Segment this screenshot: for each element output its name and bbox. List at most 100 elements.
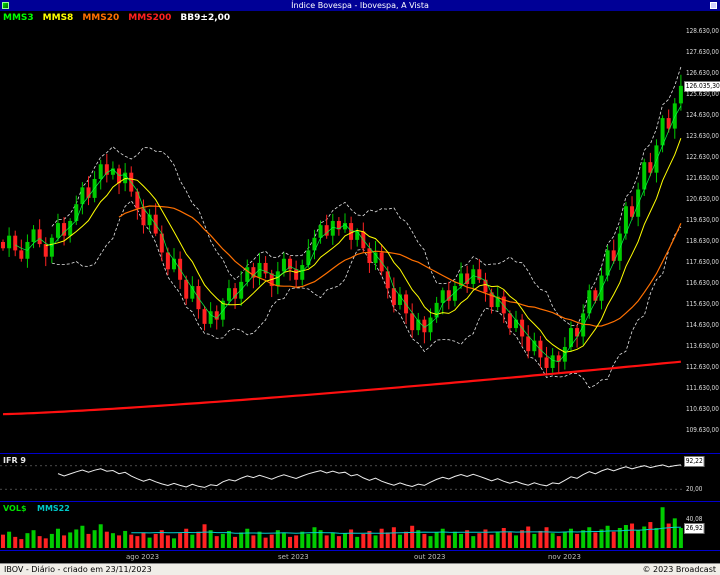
- candle-body: [446, 290, 451, 301]
- x-axis-month-label: nov 2023: [548, 553, 581, 561]
- volume-bar: [556, 536, 561, 548]
- candle-body: [678, 85, 683, 104]
- candle-body: [318, 225, 323, 238]
- volume-bar: [281, 533, 286, 548]
- candle-body: [416, 319, 421, 331]
- volume-bar: [178, 533, 183, 548]
- candle-body: [74, 204, 79, 221]
- app-icon[interactable]: [2, 2, 9, 9]
- volume-bar: [165, 535, 170, 548]
- volume-bar: [379, 528, 384, 548]
- volume-bar: [440, 528, 445, 548]
- volume-bar: [593, 532, 598, 548]
- volume-bar: [483, 529, 488, 548]
- volume-bar: [349, 529, 354, 548]
- vol-value-badge: 26,92: [684, 523, 705, 535]
- y-axis-label: 119.630,00: [686, 216, 719, 225]
- volume-bar: [501, 527, 506, 548]
- candle-body: [159, 233, 164, 253]
- candle-body: [526, 336, 531, 352]
- candle-body: [373, 252, 378, 263]
- candle-body: [68, 220, 73, 236]
- volume-bar: [74, 529, 79, 548]
- main-price-chart[interactable]: [0, 11, 684, 453]
- volume-bar: [660, 507, 665, 548]
- candle-body: [288, 258, 293, 270]
- window-title: Índice Bovespa - Ibovespa, A Vista: [291, 1, 429, 10]
- candle-body: [233, 288, 238, 299]
- mms200-line: [2, 360, 682, 416]
- volume-bar: [452, 531, 457, 548]
- candle-body: [324, 225, 329, 236]
- volume-bar: [532, 533, 537, 548]
- y-axis-label: 127.630,00: [686, 48, 719, 57]
- volume-bar: [422, 533, 427, 548]
- candle-body: [666, 118, 671, 129]
- title-bar[interactable]: Índice Bovespa - Ibovespa, A Vista: [0, 0, 720, 11]
- y-axis-label: 128.630,00: [686, 27, 719, 36]
- volume-bar: [7, 531, 12, 548]
- volume-bar: [25, 533, 30, 548]
- volume-chart[interactable]: [0, 502, 684, 550]
- candle-body: [147, 214, 152, 226]
- candle-body: [49, 237, 54, 257]
- candle-body: [630, 206, 635, 217]
- volume-bar: [672, 518, 677, 548]
- volume-bar: [678, 527, 683, 548]
- candle-body: [410, 313, 415, 331]
- candle-body: [611, 250, 616, 261]
- mms20-line: [118, 205, 682, 327]
- volume-bar: [538, 530, 543, 548]
- titlebar-button[interactable]: [710, 2, 717, 9]
- y-axis-label: 111.630,00: [686, 384, 719, 393]
- candle-body: [80, 187, 85, 205]
- candle-body: [532, 340, 537, 352]
- y-axis-label: 112.630,00: [686, 363, 719, 372]
- candle-body: [452, 286, 457, 301]
- volume-bar: [1, 534, 5, 548]
- candle-body: [312, 237, 317, 251]
- volume-bar: [153, 533, 158, 548]
- mms8-line: [45, 138, 682, 353]
- y-axis-label: 117.630,00: [686, 258, 719, 267]
- volume-bar: [13, 536, 18, 548]
- x-axis-month-label: ago 2023: [126, 553, 160, 561]
- volume-bar: [214, 536, 219, 548]
- bollinger-lower: [51, 200, 682, 389]
- candle-body: [37, 229, 42, 245]
- candle-body: [672, 103, 677, 129]
- candle-body: [7, 235, 12, 249]
- volume-bar: [477, 533, 482, 548]
- volume-bar: [520, 530, 525, 548]
- volume-bar: [92, 530, 97, 548]
- candle-body: [275, 271, 280, 287]
- volume-bar: [385, 532, 390, 548]
- volume-bar: [129, 534, 134, 548]
- candle-body: [477, 269, 482, 280]
- candle-body: [391, 288, 396, 305]
- volume-bar: [49, 533, 54, 548]
- candle-body: [538, 340, 543, 358]
- candle-body: [422, 319, 427, 333]
- x-axis-month-label: set 2023: [278, 553, 309, 561]
- y-axis-label: 122.630,00: [686, 153, 719, 162]
- candle-body: [623, 206, 628, 234]
- candle-body: [349, 223, 354, 240]
- volume-bar: [263, 537, 268, 548]
- volume-bar: [648, 522, 653, 548]
- candle-body: [281, 258, 286, 272]
- candle-body: [617, 233, 622, 261]
- candle-body: [202, 309, 207, 324]
- candle-body: [471, 269, 476, 284]
- volume-bar: [343, 533, 347, 548]
- volume-bar: [367, 530, 372, 548]
- candle-body: [226, 288, 231, 301]
- candle-body: [428, 317, 433, 333]
- candle-body: [300, 265, 305, 280]
- candle-body: [141, 208, 146, 226]
- volume-bar: [159, 530, 164, 548]
- ifr-indicator-chart[interactable]: [0, 454, 684, 501]
- volume-bar: [269, 534, 274, 548]
- volume-bar: [465, 530, 470, 548]
